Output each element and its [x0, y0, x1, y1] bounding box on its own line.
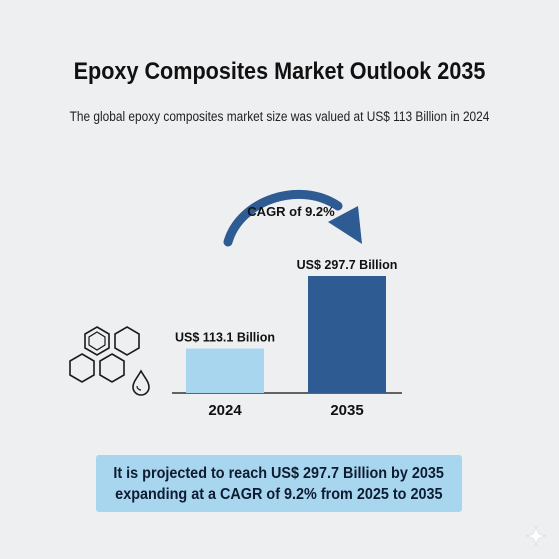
sparkle-icon [525, 525, 547, 547]
data-label-2024: US$ 113.1 Billion [175, 331, 275, 345]
cagr-arrow-head [328, 206, 362, 244]
callout-line-2: expanding at a CAGR of 9.2% from 2025 to… [115, 485, 443, 503]
data-label-2035: US$ 297.7 Billion [297, 258, 398, 272]
bar-2035 [308, 276, 386, 393]
projection-callout: It is projected to reach US$ 297.7 Billi… [96, 455, 462, 512]
tick-label-2024: 2024 [208, 402, 242, 419]
cagr-annotation: CAGR of 9.2% [247, 204, 335, 219]
chart-title: Epoxy Composites Market Outlook 2035 [73, 58, 486, 85]
chart-subtitle: The global epoxy composites market size … [69, 109, 490, 124]
tick-label-2035: 2035 [330, 402, 363, 419]
callout-line-1: It is projected to reach US$ 297.7 Billi… [113, 464, 445, 482]
droplet-icon [132, 369, 150, 396]
droplet-highlight [136, 385, 142, 391]
bar-2024 [186, 348, 264, 393]
cagr-arrow [223, 189, 343, 247]
hexagon-cluster-icon [69, 326, 140, 383]
